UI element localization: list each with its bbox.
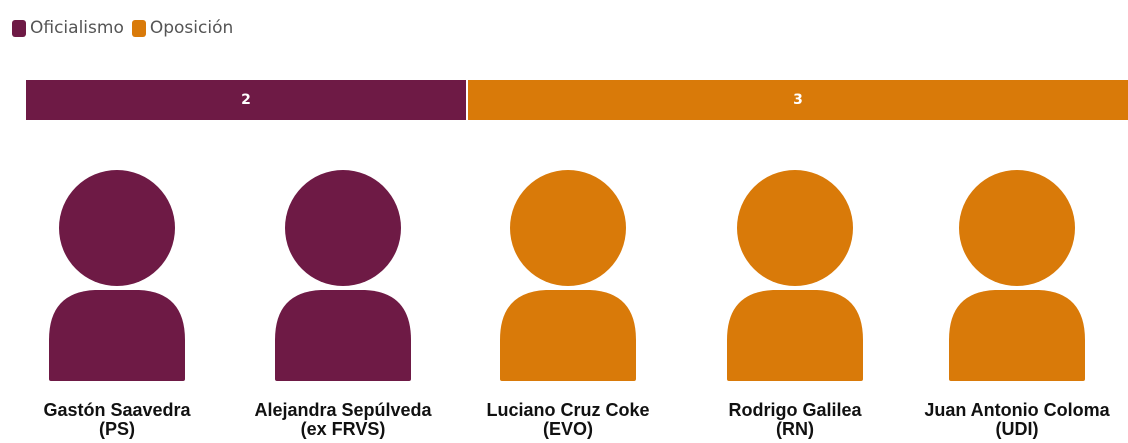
person-party: (ex FRVS): [300, 419, 386, 439]
person-label: Rodrigo Galilea (RN): [680, 401, 910, 439]
person-icon: [275, 170, 411, 381]
person-name: Gastón Saavedra: [43, 400, 191, 420]
person-card[interactable]: Juan Antonio Coloma (UDI): [902, 170, 1128, 439]
person-icon: [49, 170, 185, 381]
legend-label-oficialismo: Oficialismo: [30, 18, 124, 38]
person-head-shape: [285, 170, 401, 286]
person-card[interactable]: Luciano Cruz Coke (EVO): [453, 170, 683, 439]
legend-label-oposicion: Oposición: [149, 18, 234, 38]
person-body-shape: [500, 290, 636, 381]
person-name: Juan Antonio Coloma: [924, 400, 1110, 420]
person-head-shape: [59, 170, 175, 286]
person-party: (RN): [776, 419, 814, 439]
legend-swatch-oficialismo: [12, 19, 26, 37]
person-party: (PS): [99, 419, 135, 439]
person-icon: [727, 170, 863, 381]
legend-item-oficialismo[interactable]: Oficialismo: [12, 18, 124, 38]
person-body-shape: [49, 290, 185, 381]
person-icon: [949, 170, 1085, 381]
person-head-shape: [510, 170, 626, 286]
person-party: (UDI): [995, 419, 1039, 439]
bar-segment-oficialismo[interactable]: 2: [26, 80, 466, 120]
person-card[interactable]: Rodrigo Galilea (RN): [680, 170, 910, 439]
person-body-shape: [949, 290, 1085, 381]
bar-segment-oposicin[interactable]: 3: [468, 80, 1128, 120]
bar-gap: [466, 80, 468, 120]
person-head-shape: [737, 170, 853, 286]
person-name: Alejandra Sepúlveda: [254, 400, 432, 420]
bar-data-label: 3: [793, 92, 803, 108]
bar-data-label: 2: [241, 92, 251, 108]
person-card[interactable]: Alejandra Sepúlveda (ex FRVS): [228, 170, 458, 439]
person-label: Gastón Saavedra (PS): [2, 401, 232, 439]
person-label: Juan Antonio Coloma (UDI): [902, 401, 1128, 439]
person-icon: [500, 170, 636, 381]
person-name: Luciano Cruz Coke: [486, 400, 650, 420]
person-head-shape: [959, 170, 1075, 286]
person-body-shape: [275, 290, 411, 381]
person-card[interactable]: Gastón Saavedra (PS): [2, 170, 232, 439]
person-label: Alejandra Sepúlveda (ex FRVS): [228, 401, 458, 439]
person-party: (EVO): [542, 419, 593, 439]
people-row: Gastón Saavedra (PS) Alejandra Sepúlveda (e…: [0, 170, 1128, 443]
legend-item-oposicion[interactable]: Oposición: [131, 18, 234, 38]
person-body-shape: [727, 290, 863, 381]
legend-swatch-oposicion: [131, 19, 146, 37]
chart-legend: Oficialismo Oposición: [12, 18, 235, 38]
person-name: Rodrigo Galilea: [728, 400, 862, 420]
person-label: Luciano Cruz Coke (EVO): [453, 401, 683, 439]
